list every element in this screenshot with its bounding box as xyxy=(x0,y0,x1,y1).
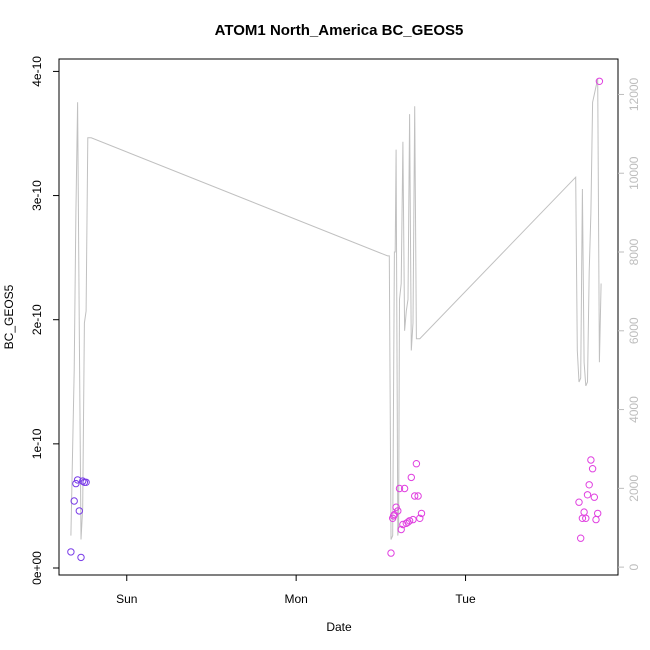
axes-layer: Sun Mon Tue 0e+00 1e-10 2e-10 3e-10 4e-10 0 2000 4… xyxy=(30,56,641,606)
data-point-s1-14 xyxy=(409,515,417,524)
data-point-s0-3 xyxy=(73,476,82,484)
data-point-s1-32 xyxy=(595,77,604,86)
data-point-s0-8 xyxy=(82,478,90,486)
data-point-s1-9 xyxy=(400,484,409,493)
data-point-s1-21 xyxy=(577,534,585,542)
data-point-s1-4 xyxy=(392,503,400,511)
data-point-s1-26 xyxy=(585,481,593,489)
data-point-s0-6 xyxy=(79,477,87,485)
x-axis-label: Date xyxy=(326,620,352,634)
data-point-s1-2 xyxy=(389,512,398,520)
data-point-s1-19 xyxy=(417,509,426,518)
y-right-tick-label-6: 12000 xyxy=(627,77,641,111)
x-tick-label-1: Mon xyxy=(284,592,307,606)
y-right-tick-label-1: 2000 xyxy=(627,475,641,502)
x-tick-label-2: Tue xyxy=(455,592,476,606)
data-point-s1-28 xyxy=(588,465,597,473)
data-point-s1-17 xyxy=(414,492,422,500)
data-point-s0-0 xyxy=(67,548,75,556)
data-point-s1-20 xyxy=(575,498,583,506)
y-tick-label-3: 3e-10 xyxy=(30,180,44,211)
data-point-s1-25 xyxy=(583,491,592,499)
plot-frame xyxy=(58,58,619,576)
data-point-s1-18 xyxy=(416,514,424,522)
data-point-s1-16 xyxy=(412,460,421,468)
data-point-s1-29 xyxy=(590,493,598,501)
data-point-s1-0 xyxy=(387,549,395,557)
y-tick-label-4: 4e-10 xyxy=(30,56,44,87)
y-right-tick-label-3: 6000 xyxy=(627,317,641,344)
data-point-s1-27 xyxy=(587,456,595,464)
x-tick-label-0: Sun xyxy=(116,592,137,606)
y-right-tick-label-4: 8000 xyxy=(627,238,641,265)
data-point-s1-31 xyxy=(594,509,602,518)
data-point-s1-12 xyxy=(405,517,414,525)
data-point-s0-5 xyxy=(77,553,85,562)
data-point-s0-2 xyxy=(72,479,80,488)
altitude-line-layer xyxy=(70,78,602,540)
y-right-tick-label-0: 0 xyxy=(627,563,641,570)
data-point-s0-4 xyxy=(75,507,84,515)
y-right-tick-label-2: 4000 xyxy=(627,396,641,423)
altitude-series-line xyxy=(70,78,602,540)
y-axis-label: BC_GEOS5 xyxy=(2,284,16,349)
data-point-s1-30 xyxy=(592,515,600,524)
y-tick-label-0: 0e+00 xyxy=(30,551,44,585)
data-point-s1-5 xyxy=(394,507,402,515)
data-point-s1-23 xyxy=(580,508,588,516)
y-tick-label-1: 1e-10 xyxy=(30,428,44,459)
data-point-s1-7 xyxy=(397,525,405,534)
data-point-s1-6 xyxy=(395,484,404,493)
y-right-tick-label-5: 10000 xyxy=(627,156,641,190)
data-point-s1-15 xyxy=(411,492,419,500)
data-point-s0-1 xyxy=(70,497,78,505)
data-point-s1-13 xyxy=(407,473,415,482)
data-point-s1-24 xyxy=(582,514,590,522)
y-tick-label-2: 2e-10 xyxy=(30,304,44,335)
chart-title: ATOM1 North_America BC_GEOS5 xyxy=(215,22,464,39)
points-layer xyxy=(67,77,604,562)
